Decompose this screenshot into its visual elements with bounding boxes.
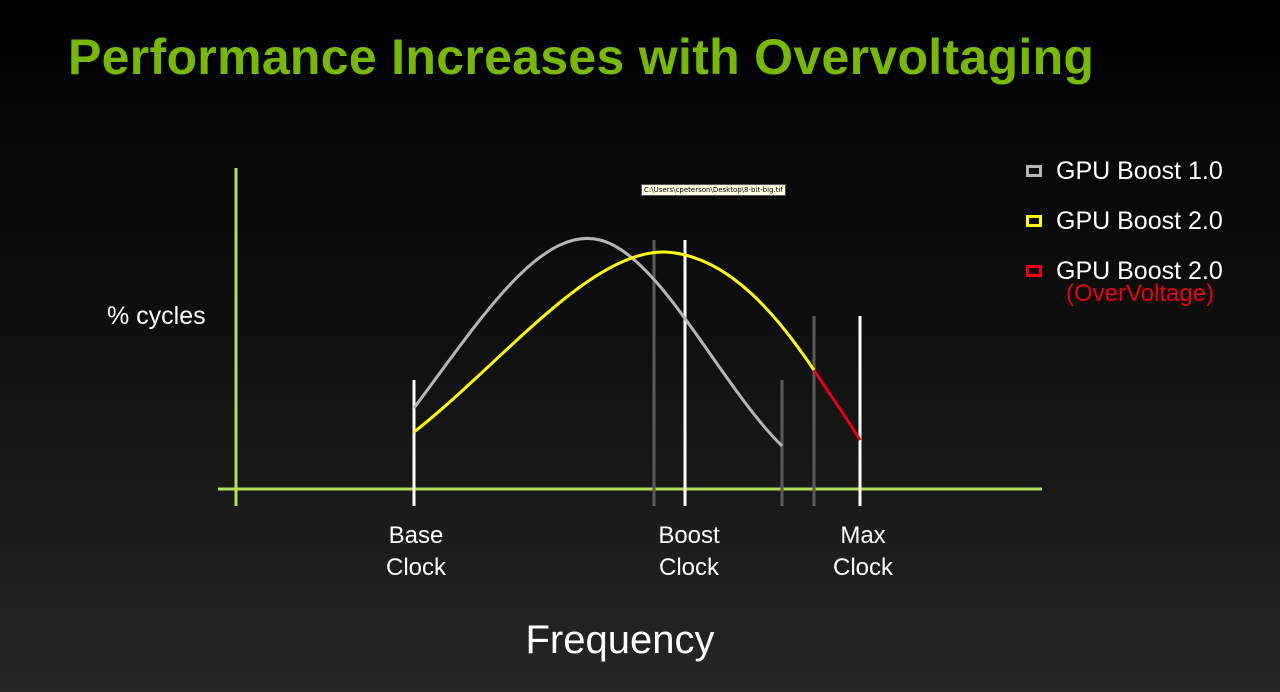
- max-clock-label: Max Clock: [793, 520, 933, 584]
- legend-swatch-red: [1026, 265, 1042, 277]
- boost-clock-label-line1: Boost: [658, 522, 720, 549]
- base-clock-label-line1: Base: [388, 522, 444, 549]
- legend: GPU Boost 1.0 GPU Boost 2.0 GPU Boost 2.…: [1026, 146, 1223, 307]
- legend-item-gpu-boost-1: GPU Boost 1.0: [1026, 146, 1223, 196]
- legend-item-gpu-boost-2-overvoltage: GPU Boost 2.0: [1026, 246, 1223, 296]
- max-clock-label-line2: Clock: [832, 554, 893, 581]
- gpu-boost-2-overvoltage-curve: [812, 369, 862, 441]
- legend-swatch-yellow: [1026, 215, 1042, 227]
- base-clock-label: Base Clock: [346, 520, 486, 584]
- legend-overvoltage-note: (OverVoltage): [1066, 280, 1215, 307]
- max-clock-label-line1: Max: [840, 522, 886, 549]
- legend-label: GPU Boost 2.0: [1056, 256, 1223, 285]
- file-path-tooltip: C:\Users\cpeterson\Desktop\8-bit-big.tif: [641, 184, 786, 196]
- gpu-boost-1-curve: [412, 236, 784, 448]
- base-clock-label-line2: Clock: [385, 554, 446, 581]
- y-axis-label: % cycles: [107, 302, 206, 330]
- legend-label: GPU Boost 1.0: [1056, 156, 1223, 185]
- boost-clock-label-line2: Clock: [658, 554, 719, 581]
- gpu-boost-2-curve: [413, 250, 816, 434]
- slide-title: Performance Increases with Overvoltaging: [68, 29, 1095, 85]
- legend-swatch-gray: [1026, 165, 1042, 177]
- x-axis-label: Frequency: [525, 618, 715, 662]
- legend-item-gpu-boost-2: GPU Boost 2.0: [1026, 196, 1223, 246]
- legend-label: GPU Boost 2.0: [1056, 206, 1223, 235]
- boost-clock-label: Boost Clock: [619, 520, 759, 584]
